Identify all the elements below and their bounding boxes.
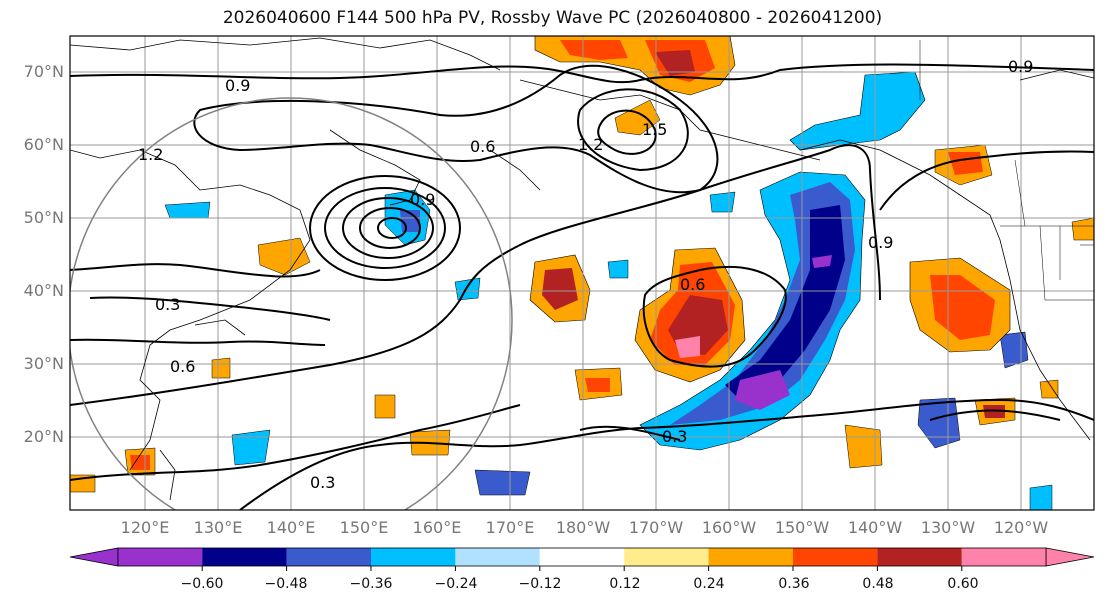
colorbar-bin [961,548,1046,566]
shaded-anomalies [70,36,1094,510]
political-borders [919,40,1094,301]
colorbar-tick-label: 0.48 [862,576,894,592]
colorbar-bin [118,548,203,566]
colorbar-ticks [201,566,963,571]
colorbar [69,547,1095,571]
colorbar-tick-label: 0.24 [693,576,725,592]
contour-label: 0.9 [1008,57,1033,76]
colorbar-bins [117,547,1047,567]
colorbar-tick-label: −0.36 [349,576,393,592]
lat-label: 40°N [23,281,64,300]
lon-label: 150°E [339,518,389,537]
lon-label: 120°E [120,518,170,537]
colorbar-tick-label: −0.12 [518,576,562,592]
colorbar-bin [202,548,287,566]
lon-label: 170°E [485,518,535,537]
colorbar-tick-label: −0.60 [180,576,224,592]
graticule [70,36,1094,510]
colorbar-bin [455,548,540,566]
lat-label: 30°N [23,354,64,373]
contour-label-group: 0.9 0.6 1.2 1.5 0.9 0.3 0.6 0.6 0.3 0.9 … [138,57,1033,492]
colorbar-tick-label: −0.48 [264,576,308,592]
colorbar-bin [708,548,793,566]
contour-label: 1.2 [578,135,603,154]
contour-label: 0.6 [680,275,705,294]
lon-label: 130°W [920,518,976,537]
colorbar-bin [624,548,709,566]
colorbar-bin [877,548,962,566]
colorbar-tick-label: 0.12 [609,576,641,592]
lon-label: 140°W [847,518,903,537]
lon-label: 140°E [266,518,316,537]
colorbar-tick-label: 0.36 [778,576,810,592]
colorbar-bin [371,548,456,566]
lon-label: 160°E [412,518,462,537]
range-circle [70,97,513,510]
contour-label: 0.9 [410,190,435,209]
colorbar-outline [117,547,1047,567]
lat-label: 70°N [23,62,64,81]
contour-label: 0.6 [170,357,195,376]
colorbar-tick-label: −0.24 [434,576,478,592]
lon-label: 180°W [555,518,611,537]
colorbar-bin [539,548,625,566]
colorbar-under-arrow [69,547,119,567]
lon-label: 160°W [701,518,757,537]
contour-label: 0.9 [225,76,250,95]
lon-label: 120°W [993,518,1049,537]
colorbar-bin [286,548,371,566]
colorbar-over-arrow [1045,547,1095,567]
colorbar-tick-label: 0.60 [947,576,979,592]
contour-label: 1.5 [642,120,667,139]
lon-label: 150°W [774,518,830,537]
contour-label: 0.6 [470,137,495,156]
map-frame [69,35,1095,511]
pv-contours [70,63,1094,510]
lat-label: 50°N [23,208,64,227]
lon-label: 130°E [193,518,243,537]
contour-label: 0.3 [310,473,335,492]
lat-label: 20°N [23,427,64,446]
contour-label: 0.3 [662,427,687,446]
contour-label: 1.2 [138,145,163,164]
lat-label: 60°N [23,135,64,154]
lon-label: 170°W [628,518,684,537]
contour-label: 0.9 [868,233,893,252]
figure-title: 2026040600 F144 500 hPa PV, Rossby Wave … [222,8,883,28]
contour-label: 0.3 [155,295,180,314]
colorbar-bin [793,548,878,566]
